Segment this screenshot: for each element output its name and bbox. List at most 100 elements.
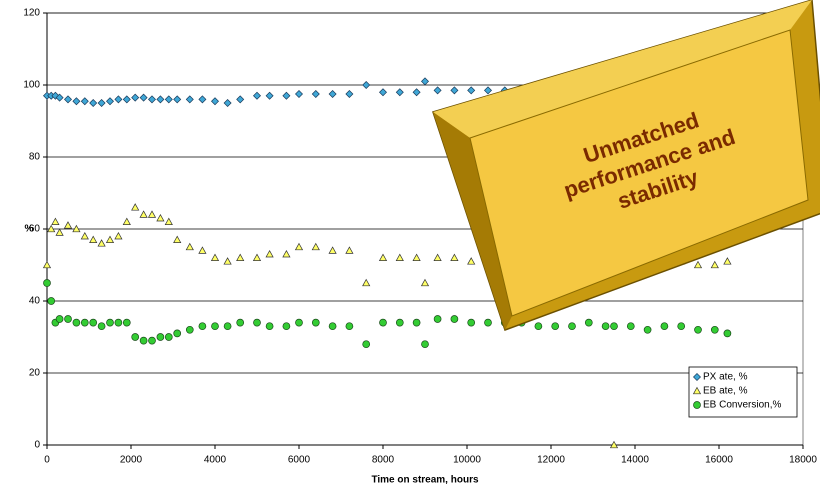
- data-point: [328, 246, 337, 254]
- data-point: [467, 86, 476, 95]
- x-tick-label: 16000: [705, 455, 733, 466]
- data-point: [282, 322, 291, 331]
- data-point: [311, 318, 320, 327]
- legend-marker: [693, 373, 701, 381]
- data-point: [295, 318, 303, 327]
- data-point: [723, 329, 732, 338]
- data-point: [139, 210, 148, 218]
- data-point: [105, 235, 115, 243]
- data-point: [43, 279, 51, 287]
- data-point: [252, 253, 262, 261]
- data-point: [156, 213, 165, 222]
- data-point: [412, 253, 421, 261]
- x-tick-label: 10000: [453, 455, 481, 466]
- data-point: [433, 253, 442, 261]
- data-point: [80, 231, 89, 240]
- data-point: [253, 318, 261, 327]
- data-point: [601, 322, 610, 331]
- data-point: [122, 318, 131, 327]
- data-point: [185, 325, 194, 334]
- annotation-box: Unmatched performance and stability: [432, 0, 820, 331]
- data-point: [568, 322, 576, 331]
- y-tick-label: 100: [23, 80, 40, 91]
- data-point: [131, 93, 140, 102]
- data-point: [412, 318, 421, 327]
- data-point: [660, 322, 669, 331]
- data-point: [114, 318, 123, 327]
- data-point: [610, 322, 618, 331]
- x-tick-label: 2000: [120, 455, 143, 466]
- data-point: [693, 260, 703, 269]
- legend-label: PX ate, %: [703, 372, 748, 383]
- data-point: [677, 322, 686, 331]
- x-tick-label: 8000: [372, 455, 395, 466]
- data-point: [484, 86, 492, 95]
- data-point: [412, 88, 421, 97]
- data-point: [551, 322, 560, 331]
- data-point: [72, 97, 81, 106]
- data-point: [164, 95, 173, 104]
- data-point: [97, 99, 106, 107]
- data-point: [139, 93, 148, 102]
- y-axis-label: %: [25, 224, 34, 235]
- data-point: [72, 224, 81, 233]
- data-point: [223, 99, 232, 107]
- box-top: [433, 0, 812, 138]
- data-point: [236, 253, 245, 261]
- data-point: [51, 217, 60, 225]
- data-point: [173, 329, 182, 338]
- legend-marker: [693, 401, 701, 409]
- data-point: [534, 322, 543, 331]
- x-tick-label: 12000: [537, 455, 565, 466]
- data-point: [131, 333, 140, 341]
- x-tick-label: 4000: [204, 455, 227, 466]
- data-point: [694, 325, 702, 334]
- data-point: [89, 318, 98, 327]
- data-point: [626, 322, 635, 331]
- data-point: [265, 249, 274, 258]
- data-point: [328, 322, 337, 331]
- data-point: [63, 221, 73, 229]
- data-point: [378, 253, 388, 261]
- data-point: [236, 95, 245, 104]
- x-axis-label: Time on stream, hours: [371, 475, 479, 486]
- data-point: [97, 239, 106, 247]
- y-tick-label: 20: [29, 368, 41, 379]
- x-tick-label: 0: [44, 455, 50, 466]
- box-side: [433, 112, 512, 330]
- box-face: [469, 29, 809, 317]
- data-point: [223, 322, 232, 331]
- data-point: [265, 91, 274, 100]
- data-point: [122, 217, 131, 225]
- data-point: [362, 340, 371, 349]
- data-point: [64, 315, 72, 323]
- y-tick-label: 60: [29, 224, 41, 235]
- data-point: [106, 97, 114, 106]
- data-point: [173, 235, 182, 243]
- data-point: [421, 77, 429, 86]
- data-point: [185, 242, 194, 251]
- data-point: [47, 297, 56, 305]
- data-point: [379, 318, 387, 327]
- data-point: [328, 90, 337, 98]
- data-point: [114, 231, 123, 240]
- x-tick-label: 18000: [789, 455, 817, 466]
- data-point: [643, 325, 652, 334]
- data-point: [433, 86, 442, 95]
- data-point: [89, 235, 98, 243]
- data-point: [311, 90, 320, 98]
- data-point: [156, 95, 165, 104]
- data-point: [139, 336, 148, 345]
- data-point: [484, 318, 492, 327]
- data-point: [345, 90, 354, 98]
- data-point: [156, 333, 165, 341]
- data-point: [584, 318, 593, 327]
- data-point: [55, 228, 64, 236]
- data-point: [164, 217, 173, 225]
- data-point: [97, 322, 106, 331]
- legend-label: EB Conversion,%: [703, 400, 781, 411]
- data-point: [467, 318, 476, 327]
- y-tick-label: 40: [29, 296, 41, 307]
- data-point: [420, 278, 430, 287]
